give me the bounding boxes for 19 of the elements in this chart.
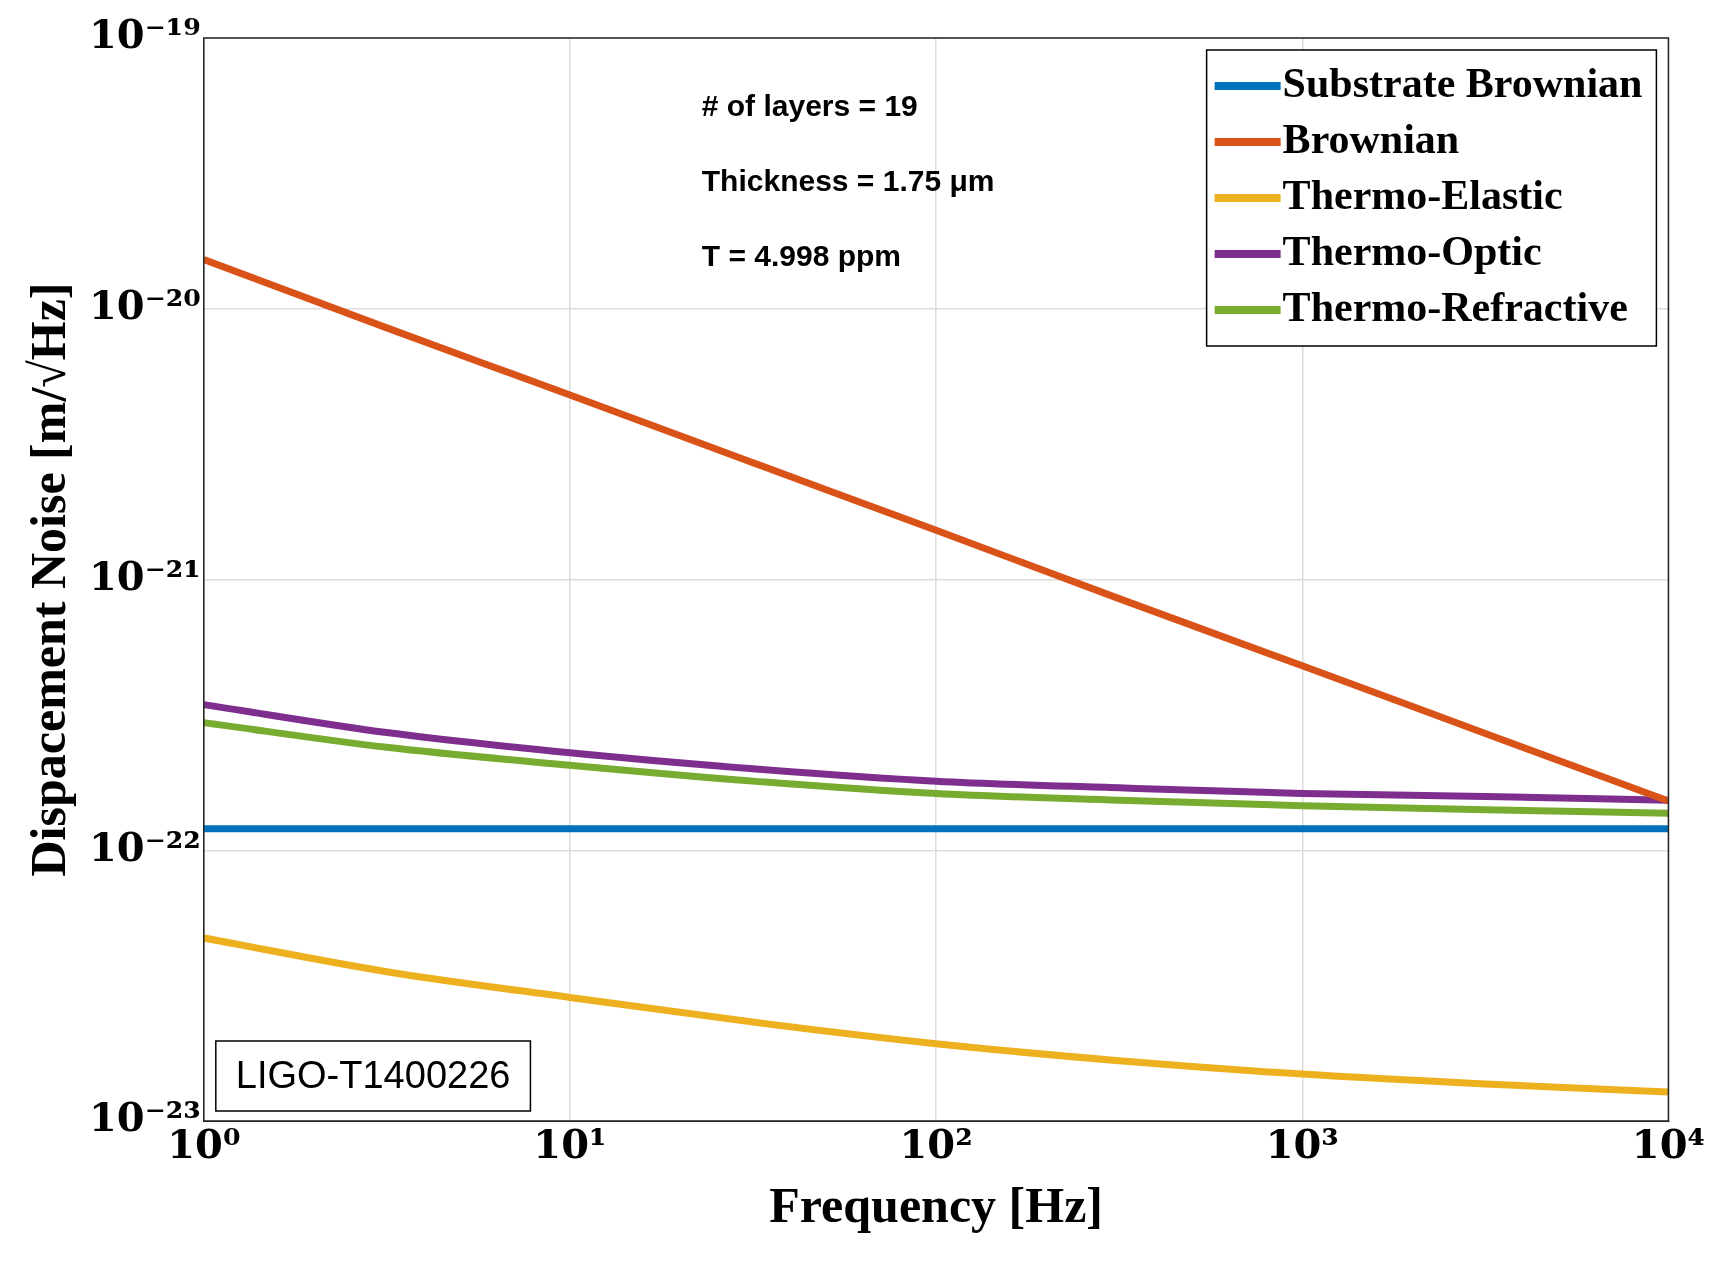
y-tick-label: 10⁻²⁰ bbox=[88, 281, 201, 329]
legend-label: Thermo-Elastic bbox=[1282, 171, 1563, 218]
x-tick-label: 10³ bbox=[1265, 1120, 1339, 1168]
annotation: LIGO-T1400226 bbox=[235, 1054, 511, 1097]
annotation: T = 4.998 ppm bbox=[701, 239, 902, 273]
legend-label: Thermo-Optic bbox=[1282, 227, 1542, 274]
annotation: # of layers = 19 bbox=[701, 89, 918, 123]
x-tick-label: 10² bbox=[899, 1120, 973, 1168]
x-tick-label: 10⁴ bbox=[1631, 1120, 1705, 1168]
y-tick-label: 10⁻¹⁹ bbox=[88, 10, 201, 58]
y-axis-title: Dispacement Noise [m/√Hz] bbox=[19, 282, 76, 877]
annotation: Thickness = 1.75 μm bbox=[701, 164, 995, 198]
x-axis-title: Frequency [Hz] bbox=[769, 1176, 1103, 1233]
legend-label: Brownian bbox=[1282, 115, 1460, 162]
legend-label: Thermo-Refractive bbox=[1282, 283, 1628, 330]
x-tick-label: 10¹ bbox=[533, 1120, 607, 1168]
legend-label: Substrate Brownian bbox=[1282, 59, 1643, 106]
y-tick-label: 10⁻²² bbox=[88, 822, 201, 870]
y-tick-label: 10⁻²¹ bbox=[88, 551, 201, 599]
